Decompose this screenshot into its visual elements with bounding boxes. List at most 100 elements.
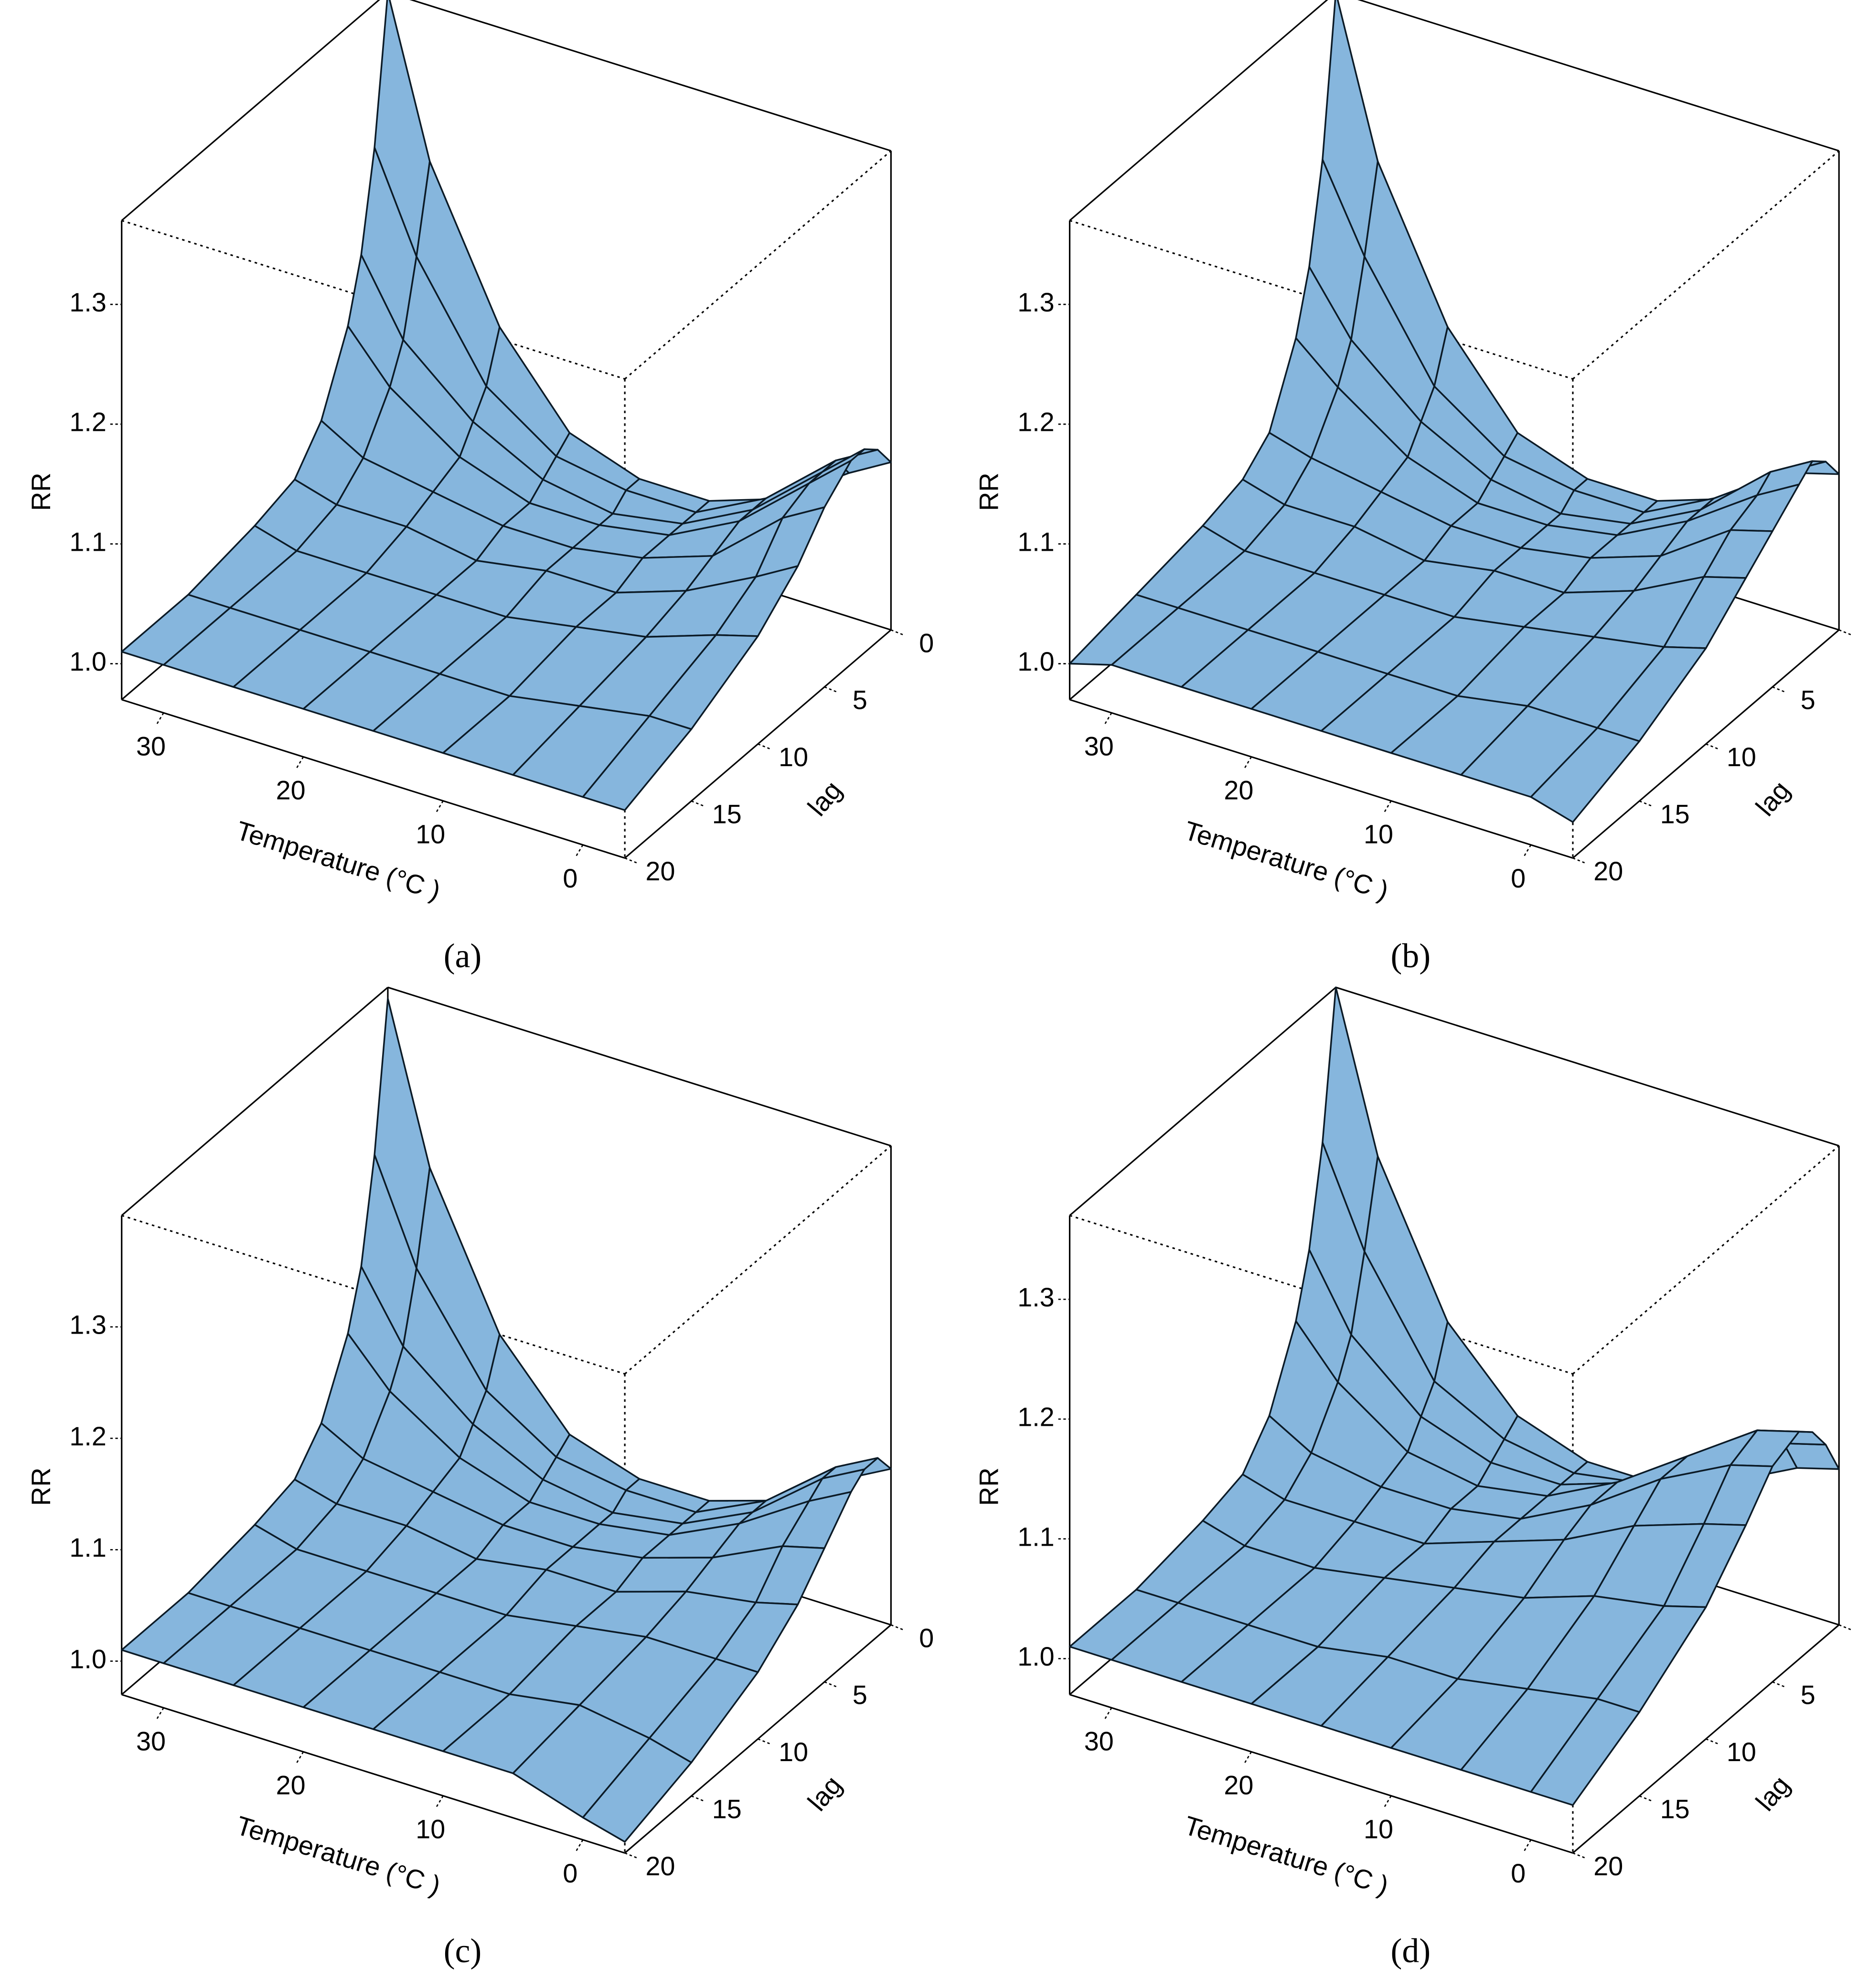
y-tick-label: 20 [645, 1851, 675, 1881]
z-tick-label: 1.0 [1017, 1642, 1054, 1671]
y-tick [691, 800, 705, 807]
y-tick [1772, 1681, 1785, 1688]
box-edge [409, 0, 891, 152]
y-tick [1772, 686, 1785, 693]
z-tick-label: 1.1 [1017, 1522, 1054, 1551]
y-tick [1838, 1624, 1852, 1631]
z-tick-label: 1.0 [69, 1644, 106, 1674]
x-tick [1523, 1839, 1532, 1853]
z-tick-label: 1.1 [1017, 527, 1054, 556]
x-tick-label: 30 [1084, 1726, 1114, 1756]
z-tick-label: 1.3 [69, 1310, 106, 1340]
y-tick [691, 1795, 705, 1802]
y-tick-label: 5 [853, 1680, 867, 1710]
box-edge [624, 1145, 892, 1375]
box-edge [121, 220, 625, 380]
x-tick-label: 10 [416, 820, 445, 849]
box-edge [121, 0, 380, 221]
y-tick-label: 20 [645, 856, 675, 886]
y-tick [1639, 1795, 1653, 1802]
z-axis-title: RR [26, 472, 56, 511]
z-tick-label: 1.2 [69, 1422, 106, 1451]
y-tick-label: 10 [1727, 742, 1756, 772]
y-axis-title: lag [1750, 1770, 1795, 1817]
x-axis-title: Temperature (°C ) [233, 1810, 444, 1901]
x-tick [1383, 800, 1392, 814]
y-tick-label: 15 [1660, 1795, 1690, 1824]
z-tick-label: 1.3 [1017, 288, 1054, 317]
x-tick-label: 0 [563, 864, 577, 893]
x-tick [1243, 1751, 1252, 1765]
x-tick-label: 0 [1511, 864, 1526, 893]
z-tick-label: 1.1 [69, 527, 106, 556]
y-tick-label: 20 [1593, 1851, 1623, 1881]
y-tick [758, 743, 771, 750]
z-axis-title: RR [974, 472, 1004, 511]
y-tick-label: 15 [712, 1795, 742, 1824]
y-tick [1572, 1852, 1586, 1859]
x-axis-title: Temperature (°C ) [233, 815, 444, 906]
box-edge [1069, 0, 1328, 221]
x-tick [435, 800, 444, 814]
x-tick-label: 20 [276, 776, 306, 805]
x-tick-label: 30 [136, 1726, 166, 1756]
surface-facet [1530, 727, 1640, 823]
x-tick-label: 20 [276, 1771, 306, 1800]
x-tick [1523, 844, 1532, 858]
surface-facet [582, 715, 693, 811]
x-axis-title: Temperature (°C ) [1181, 815, 1392, 906]
box-edge [1572, 150, 1840, 380]
y-tick-label: 0 [919, 1623, 934, 1653]
x-tick-label: 30 [1084, 731, 1114, 761]
x-tick-label: 10 [1364, 1815, 1393, 1844]
x-tick-label: 30 [136, 731, 166, 761]
y-tick [624, 857, 638, 864]
x-tick [435, 1795, 444, 1809]
z-tick-label: 1.3 [69, 288, 106, 317]
y-tick-label: 10 [1727, 1737, 1756, 1767]
y-tick [824, 686, 838, 693]
box-edge [121, 1694, 625, 1854]
y-tick [890, 629, 904, 636]
box-edge [121, 986, 389, 1216]
box-edge [121, 699, 625, 859]
x-tick [155, 712, 164, 726]
box-edge [1069, 699, 1573, 859]
y-tick-label: 20 [1593, 856, 1623, 886]
box-edge [1069, 220, 1573, 380]
box-edge [1572, 1145, 1840, 1375]
x-tick [575, 844, 584, 858]
x-tick-label: 10 [1364, 820, 1393, 849]
z-tick-label: 1.0 [1017, 647, 1054, 676]
y-tick-label: 10 [779, 742, 808, 772]
box-edge [1069, 1694, 1573, 1854]
y-tick-label: 10 [779, 1737, 808, 1767]
box-edge [1069, 1215, 1573, 1375]
y-tick [624, 1852, 638, 1859]
z-tick-label: 1.2 [69, 407, 106, 437]
y-tick-label: 15 [712, 800, 742, 829]
x-tick [1103, 712, 1112, 726]
caption: (c) [444, 1932, 481, 1970]
y-axis-title: lag [1750, 775, 1795, 822]
y-tick [1639, 800, 1653, 807]
caption: (d) [1391, 1932, 1431, 1970]
x-tick-label: 10 [416, 1815, 445, 1844]
y-tick-label: 0 [919, 628, 934, 658]
surface-facet [582, 1737, 693, 1843]
x-tick-label: 20 [1224, 776, 1253, 805]
z-axis-title: RR [974, 1467, 1004, 1506]
z-axis-title: RR [26, 1467, 56, 1506]
x-tick [1243, 756, 1252, 770]
z-tick-label: 1.1 [69, 1533, 106, 1562]
y-axis-title: lag [802, 775, 847, 822]
x-tick [295, 756, 304, 770]
y-tick [1572, 857, 1586, 864]
caption: (b) [1391, 937, 1431, 975]
box-edge [624, 150, 892, 380]
y-tick-label: 15 [1660, 800, 1690, 829]
